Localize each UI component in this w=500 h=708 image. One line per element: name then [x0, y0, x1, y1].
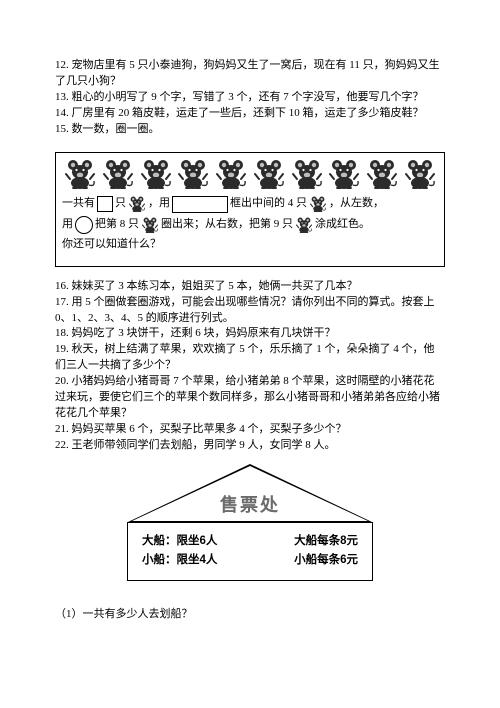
figure-ticket-booth: 售票处 大船：限坐6人 大船每条8元 小船：限坐4人 小船每条6元 [115, 464, 385, 581]
mouse-icon [328, 159, 360, 189]
rectangle-blank-icon [172, 196, 228, 213]
fig1-text: 一共有 [62, 196, 95, 212]
booth-row1-right: 大船每条8元 [294, 533, 358, 550]
mouse-icon [141, 217, 159, 233]
fig1-text: 圈出来；从右数，把第 9 只 [161, 217, 293, 233]
question-12: 12. 宠物店里有 5 只小泰迪狗，狗妈妈又生了一窝后，现在有 11 只，狗妈妈… [55, 58, 445, 90]
mouse-icon [253, 159, 285, 189]
fig1-text: 把第 8 只 [95, 217, 139, 233]
mouse-icon [404, 159, 436, 189]
fig1-text: 框出中间的 4 只 [230, 196, 307, 212]
mouse-icon [177, 159, 209, 189]
question-17: 17. 用 5 个圈做套圈游戏，可能会出现哪些情况？请你列出不同的算式。按套上0… [55, 295, 445, 327]
mouse-icon [366, 159, 398, 189]
square-blank-icon [97, 196, 113, 212]
fig1-text: 你还可以知道什么？ [62, 237, 161, 253]
mice-row [62, 159, 438, 193]
question-21: 21. 妈妈买苹果 6 个，买梨子比苹果多 4 个，买梨子多少个？ [55, 422, 445, 438]
mouse-icon [215, 159, 247, 189]
fig1-text: 只 [115, 196, 126, 212]
mouse-icon [291, 159, 323, 189]
question-22: 22. 王老师带领同学们去划船，男同学 9 人，女同学 8 人。 [55, 438, 445, 454]
question-19: 19. 秋天，树上结满了苹果，欢欢摘了 5 个，乐乐摘了 1 个，朵朵摘了 4 … [55, 342, 445, 374]
fig1-text: 用 [62, 217, 73, 233]
mouse-icon [128, 196, 146, 212]
booth-row2-left: 小船：限坐4人 [142, 552, 217, 569]
fig1-text: ，用 [148, 196, 170, 212]
question-14: 14. 厂房里有 20 箱皮鞋，运走了一些后，还剩下 10 箱，运走了多少箱皮鞋… [55, 106, 445, 122]
fig1-line3: 你还可以知道什么？ [62, 237, 438, 253]
figure-mice: 一共有 只 ，用 框出中间的 4 只 ，从左数， 用 把第 8 只 圈出来；从右… [55, 152, 445, 267]
fig1-line1: 一共有 只 ，用 框出中间的 4 只 ，从左数， [62, 196, 438, 213]
fig1-text: ，从左数， [329, 196, 384, 212]
mouse-icon [64, 159, 96, 189]
booth-row-1: 大船：限坐6人 大船每条8元 [142, 533, 358, 550]
mouse-icon [140, 159, 172, 189]
page: 12. 宠物店里有 5 只小泰迪狗，狗妈妈又生了一窝后，现在有 11 只，狗妈妈… [0, 0, 500, 708]
booth-title-wrap: 售票处 [115, 492, 385, 518]
booth-row2-right: 小船每条6元 [294, 552, 358, 569]
mouse-icon [295, 217, 313, 233]
question-22-sub1: （1）一共有多少人去划船？ [55, 607, 445, 623]
circle-blank-icon [75, 216, 93, 234]
question-18: 18. 妈妈吃了 3 块饼干，还剩 6 块，妈妈原来有几块饼干？ [55, 326, 445, 342]
mouse-icon [102, 159, 134, 189]
fig1-line2: 用 把第 8 只 圈出来；从右数，把第 9 只 涂成红色。 [62, 216, 438, 234]
question-15: 15. 数一数，圈一圈。 [55, 122, 445, 138]
question-16: 16. 妹妹买了 3 本练习本，姐姐买了 5 本，她俩一共买了几本？ [55, 279, 445, 295]
booth-body: 大船：限坐6人 大船每条8元 小船：限坐4人 小船每条6元 [127, 522, 373, 581]
fig1-text: 涂成红色。 [315, 217, 370, 233]
booth-title: 售票处 [220, 495, 280, 515]
booth-row1-left: 大船：限坐6人 [142, 533, 217, 550]
question-13: 13. 粗心的小明写了 9 个字，写错了 3 个，还有 7 个字没写，他要写几个… [55, 90, 445, 106]
question-20: 20. 小猪妈妈给小猪哥哥 7 个苹果，给小猪弟弟 8 个苹果，这时隔壁的小猪花… [55, 374, 445, 422]
mouse-icon [309, 196, 327, 212]
booth-row-2: 小船：限坐4人 小船每条6元 [142, 552, 358, 569]
